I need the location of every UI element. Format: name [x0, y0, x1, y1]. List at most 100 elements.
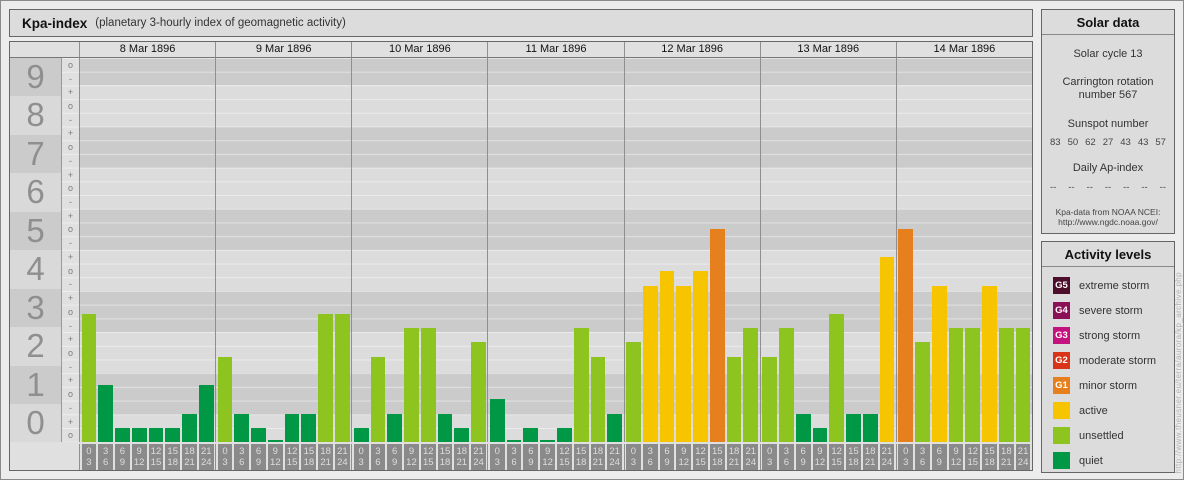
time-interval-label: 12 15	[556, 444, 572, 470]
interval-start: 12	[150, 446, 162, 457]
kp-band	[80, 126, 216, 168]
interval-label-strip-4: 0 3 3 6 6 9 9 12 12 15 15 18 18 21 21 24	[487, 444, 623, 470]
band-background	[488, 58, 624, 442]
sunspot-value: 43	[1137, 137, 1149, 148]
interval-end: 12	[270, 457, 281, 468]
kp-band	[352, 291, 488, 333]
interval-start: 21	[1017, 446, 1029, 457]
kp-band	[80, 85, 216, 127]
y-axis-sub-label: -	[69, 361, 72, 372]
y-axis-sub-label: +	[67, 375, 74, 386]
legend-color-chip: G3	[1053, 327, 1070, 344]
legend-item-label: unsettled	[1079, 429, 1124, 442]
y-axis-number: 3	[10, 288, 61, 327]
ap-value: --	[1123, 182, 1130, 193]
legend-item-label: extreme storm	[1079, 279, 1150, 292]
kp-bar	[148, 428, 164, 442]
kp-band	[624, 85, 760, 127]
carrington-line1: Carrington rotation	[1062, 76, 1154, 88]
kp-bar	[573, 328, 589, 442]
interval-end: 21	[1001, 457, 1012, 468]
day-column-6	[759, 58, 896, 442]
kp-bar	[182, 414, 197, 442]
bar-group	[352, 58, 487, 442]
date-header-7: 14 Mar 1896	[895, 42, 1032, 58]
ap-values-row: -- -- -- -- -- -- --	[1042, 182, 1174, 193]
y-axis-sub-label: o	[67, 59, 73, 70]
kp-band	[896, 167, 1032, 209]
x-axis-label-row: 0 3 3 6 6 9 9 12 12 15 15 18 18 21 21 24 0 3 3 6 6 9 9 12 12 15 15…	[10, 444, 1032, 470]
interval-end: 15	[286, 457, 298, 468]
y-axis-number: 2	[10, 327, 61, 366]
kp-band	[352, 126, 488, 168]
legend-item-extreme-storm: G5 extreme storm	[1042, 273, 1174, 298]
carrington-line2: number 567	[1078, 89, 1138, 101]
kp-band	[80, 291, 216, 333]
band-background	[80, 58, 216, 442]
interval-start: 6	[119, 446, 126, 457]
interval-label-strip-1: 0 3 3 6 6 9 9 12 12 15 15 18 18 21 21 24	[79, 444, 215, 470]
interval-start: 0	[630, 446, 637, 457]
kp-bar	[370, 357, 386, 442]
time-interval-label: 21 24	[335, 444, 350, 470]
time-interval-label: 9 12	[131, 444, 147, 470]
kp-bar	[131, 428, 147, 442]
interval-start: 18	[592, 446, 604, 457]
interval-end: 15	[559, 457, 570, 468]
time-interval-label: 21 24	[607, 444, 623, 470]
time-interval-label: 18 21	[726, 444, 742, 470]
ap-value: --	[1141, 182, 1148, 193]
interval-end: 12	[814, 457, 826, 468]
interval-start: 18	[864, 446, 876, 457]
date-header-row: 8 Mar 1896 9 Mar 1896 10 Mar 1896 11 Mar 18…	[10, 42, 1032, 58]
interval-end: 24	[745, 457, 757, 468]
interval-start: 9	[817, 446, 823, 457]
kp-band	[80, 208, 216, 250]
interval-start: 18	[456, 446, 468, 457]
sunspot-title: Sunspot number	[1067, 118, 1149, 130]
kp-bar	[251, 428, 266, 442]
y-axis-number: 1	[10, 365, 61, 404]
kp-bar	[115, 428, 130, 442]
kp-bar	[590, 357, 606, 442]
interval-start: 21	[473, 446, 484, 457]
kp-band	[216, 85, 352, 127]
legend-item-quiet: quiet	[1042, 448, 1174, 473]
time-interval-label: 12 15	[284, 444, 300, 470]
interval-end: 6	[239, 457, 245, 468]
kp-band	[216, 208, 352, 250]
bar-group	[488, 58, 623, 442]
interval-end: 21	[456, 457, 468, 468]
kp-band	[760, 208, 896, 250]
legend-color-chip: G4	[1053, 302, 1070, 319]
kp-bar	[626, 342, 641, 442]
interval-end: 15	[695, 457, 706, 468]
interval-end: 21	[320, 457, 331, 468]
kp-bar	[709, 229, 725, 442]
legend-color-chip	[1053, 402, 1070, 419]
kp-band	[760, 85, 896, 127]
kp-band	[760, 126, 896, 168]
y-axis-sub-label: -	[69, 197, 72, 208]
day-column-1	[79, 58, 216, 442]
kp-band	[352, 167, 488, 209]
kp-band	[896, 126, 1032, 168]
y-axis-sub-label: +	[67, 210, 74, 221]
day-column-4	[487, 58, 624, 442]
kp-bar	[743, 328, 759, 442]
interval-start: 9	[272, 446, 278, 457]
interval-end: 3	[494, 457, 500, 468]
legend-color-chip	[1053, 427, 1070, 444]
y-axis-sub-label: o	[67, 430, 73, 441]
sunspot-value: 57	[1155, 137, 1166, 148]
interval-end: 18	[303, 457, 315, 468]
kp-band	[896, 291, 1032, 333]
kp-bar	[98, 385, 114, 442]
time-interval-label: 21 24	[198, 444, 214, 470]
